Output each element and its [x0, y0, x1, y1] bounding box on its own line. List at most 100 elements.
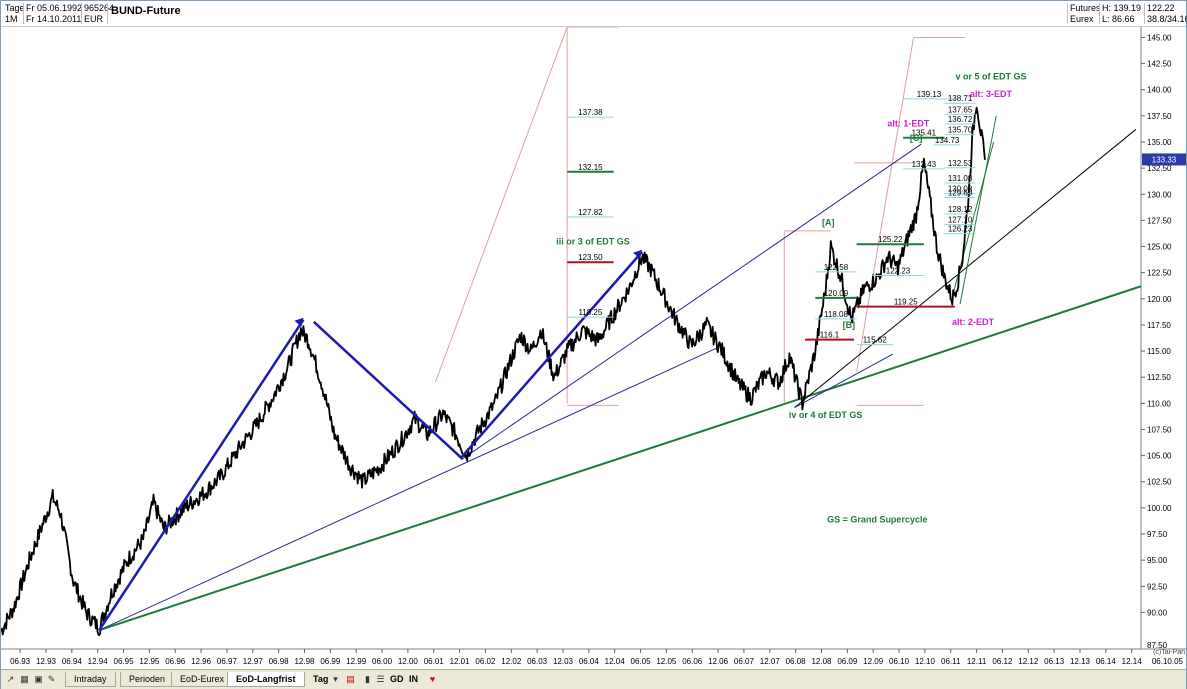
exchange-name: Eurex	[1070, 14, 1094, 24]
x-tick-label: 06.93	[10, 657, 31, 666]
x-tick-label: 12.94	[88, 657, 109, 666]
level-label: 136.72	[948, 115, 973, 124]
y-tick-label: 112.50	[1147, 373, 1171, 382]
wave-arrow-1	[98, 319, 305, 631]
x-tick-label: 06.12	[992, 657, 1013, 666]
wave-arrow-2	[312, 250, 644, 460]
level-label: 132.15	[578, 163, 603, 172]
y-tick-label: 122.50	[1147, 269, 1172, 278]
level-label: 135.41	[912, 129, 937, 138]
green-trendline	[98, 285, 1142, 632]
print-icon[interactable]: ▣	[34, 674, 43, 684]
level-label: 127.10	[948, 216, 973, 225]
x-tick-label: 12.12	[1018, 657, 1039, 666]
chart-header: Tage 1M Fr 05.06.1992 Fr 14.10.2011 9652…	[1, 1, 1187, 27]
x-tick-label: 06.05	[631, 657, 652, 666]
level-label: 118.25	[578, 308, 602, 317]
y-tick-label: 110.00	[1147, 399, 1171, 408]
plot-background	[1, 27, 1141, 649]
last-value: 122.22	[1147, 3, 1175, 13]
period-bottom: 1M	[5, 14, 18, 24]
wave-annotation: alt: 1-EDT	[887, 118, 930, 128]
date-from: Fr 05.06.1992	[26, 3, 83, 13]
arrow-tool-icon[interactable]: ↗	[6, 674, 15, 684]
arrowhead-icon	[633, 249, 643, 259]
x-tick-label: 12.13	[1070, 657, 1091, 666]
period-top: Tage	[5, 3, 25, 13]
y-tick-label: 140.00	[1147, 86, 1172, 95]
x-tick-label: 06.97	[217, 657, 238, 666]
chevron-down-icon[interactable]: ▾	[333, 674, 338, 684]
level-label: 127.82	[578, 208, 603, 217]
price-chart[interactable]: 90.00 92.50 95.00 97.50 100.00 102.50 105.00 10…	[1, 27, 1186, 669]
list-icon[interactable]: ☰	[376, 674, 385, 684]
gd-button[interactable]: GD	[390, 674, 404, 684]
chart-type-icon[interactable]: ▤	[346, 674, 355, 684]
x-tick-label: 12.99	[346, 657, 367, 666]
tab-eod-langfrist[interactable]: EoD-Langfrist	[227, 672, 305, 687]
x-end-label: 06.10.05	[1152, 657, 1184, 666]
wave-annotation: [A]	[822, 218, 835, 228]
x-tick-label: 12.02	[501, 657, 522, 666]
exchange-type: Futures	[1070, 3, 1101, 13]
in-button[interactable]: IN	[409, 674, 418, 684]
y-tick-label: 107.50	[1147, 425, 1172, 434]
current-price-box	[1142, 153, 1186, 166]
x-tick-label: 06.95	[114, 657, 135, 666]
x-tick-label: 12.08	[811, 657, 832, 666]
x-tick-label: 06.03	[527, 657, 548, 666]
tag-dropdown[interactable]: Tag	[313, 674, 329, 684]
y-tick-label: 135.00	[1147, 138, 1172, 147]
level-label: 120.09	[824, 289, 849, 298]
lower-channel-line	[99, 347, 718, 631]
low-value: L: 86.66	[1102, 14, 1135, 24]
level-label: 123.50	[578, 253, 603, 262]
level-label: 131.08	[948, 174, 973, 183]
level-label: 135.70	[948, 126, 973, 135]
y-tick-label: 105.00	[1147, 452, 1172, 461]
pencil-icon[interactable]: ✎	[47, 674, 56, 684]
chart-title: BUND-Future	[111, 5, 181, 17]
level-label: 126.23	[948, 225, 973, 234]
x-tick-label: 12.97	[243, 657, 264, 666]
x-tick-label: 12.01	[450, 657, 471, 666]
calendar-icon[interactable]: ▦	[20, 674, 29, 684]
y-tick-label: 97.50	[1147, 530, 1168, 539]
y-tick-label: 130.00	[1147, 190, 1172, 199]
level-label: 116.1	[820, 331, 840, 340]
wave-annotation: GS = Grand Supercycle	[827, 515, 927, 525]
currency: EUR	[84, 14, 104, 24]
tab-perioden[interactable]: Perioden	[120, 672, 175, 687]
y-tick-label: 137.50	[1147, 112, 1172, 121]
y-tick-label: 125.00	[1147, 243, 1172, 252]
bar-chart-icon[interactable]: ▮	[365, 674, 370, 684]
x-tick-label: 12.98	[294, 657, 315, 666]
level-label: 132.43	[912, 160, 937, 169]
level-label: 119.25	[894, 298, 918, 307]
x-tick-label: 06.04	[579, 657, 600, 666]
x-tick-label: 06.01	[424, 657, 445, 666]
y-tick-label: 117.50	[1147, 321, 1171, 330]
level-label: 138.71	[948, 94, 973, 103]
x-tick-label: 06.13	[1044, 657, 1065, 666]
x-tick-label: 12.00	[398, 657, 419, 666]
tab-intraday[interactable]: Intraday	[65, 672, 116, 687]
wave-annotation: [C]	[910, 133, 923, 143]
x-tick-label: 06.11	[941, 657, 961, 666]
level-label: 129.69	[948, 189, 973, 198]
arrowhead-icon	[294, 317, 304, 327]
x-tick-label: 12.93	[36, 657, 57, 666]
upper-channel-line	[460, 143, 922, 461]
wave-annotation: [B]	[843, 320, 856, 330]
y-tick-label: 115.00	[1147, 347, 1171, 356]
level-label: 139.13	[917, 90, 942, 99]
y-tick-label: 92.50	[1147, 582, 1168, 591]
x-tick-label: 12.09	[863, 657, 884, 666]
chart-area[interactable]: 90.00 92.50 95.00 97.50 100.00 102.50 105.00 10…	[1, 27, 1186, 669]
wave-annotation: v or 5 of EDT GS	[956, 71, 1027, 81]
indicator-icon[interactable]: ♥	[429, 674, 436, 684]
level-label: 134.73	[935, 136, 960, 145]
tab-eod-eurex[interactable]: EoD-Eurex	[171, 672, 234, 687]
x-tick-label: 06.99	[320, 657, 341, 666]
